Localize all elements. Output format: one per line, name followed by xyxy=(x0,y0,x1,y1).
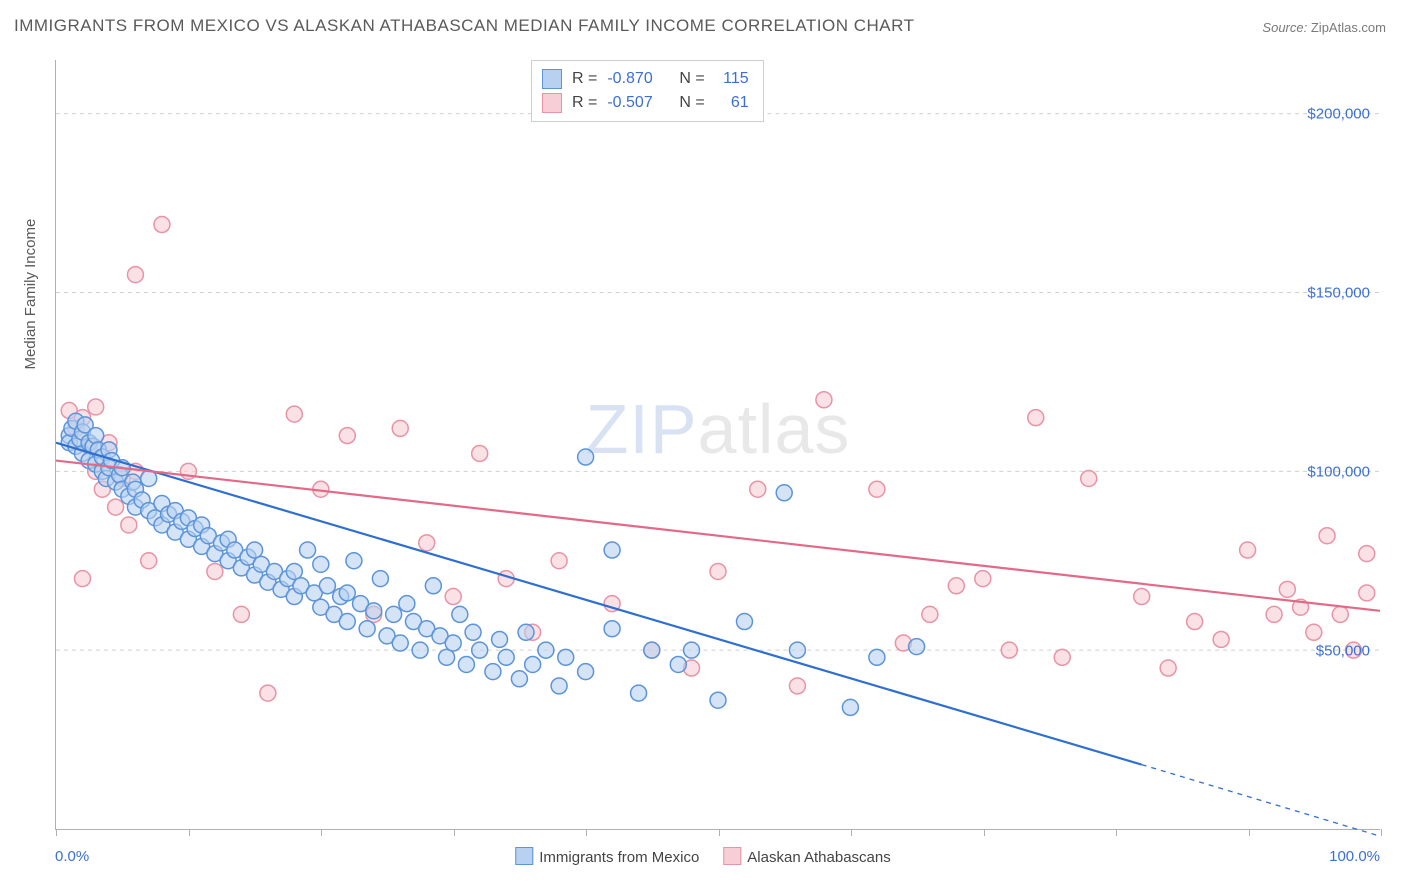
r-label: R = xyxy=(572,91,597,115)
x-tick xyxy=(321,829,322,836)
n-label: N = xyxy=(679,67,704,91)
y-tick-label: $150,000 xyxy=(1307,284,1370,301)
x-tick xyxy=(56,829,57,836)
legend-label-ath: Alaskan Athabascans xyxy=(747,849,890,866)
x-tick xyxy=(586,829,587,836)
r-value-mex: -0.870 xyxy=(607,67,663,91)
stat-legend: R = -0.870 N = 115 R = -0.507 N = 61 xyxy=(531,60,764,122)
legend-swatch-ath-bottom xyxy=(723,847,741,865)
x-tick xyxy=(1381,829,1382,836)
x-tick xyxy=(851,829,852,836)
x-tick xyxy=(719,829,720,836)
r-label: R = xyxy=(572,67,597,91)
legend-item-mex: Immigrants from Mexico xyxy=(515,847,699,866)
x-tick xyxy=(1249,829,1250,836)
stat-row-mex: R = -0.870 N = 115 xyxy=(542,67,749,91)
legend-label-mex: Immigrants from Mexico xyxy=(539,849,699,866)
legend-swatch-mex xyxy=(542,69,562,89)
n-value-mex: 115 xyxy=(715,67,749,91)
r-value-ath: -0.507 xyxy=(607,91,663,115)
y-tick-label: $50,000 xyxy=(1316,642,1370,659)
plot-area: ZIPatlas R = -0.870 N = 115 R = -0.507 N… xyxy=(55,60,1380,830)
n-label: N = xyxy=(679,91,704,115)
correlation-chart: IMMIGRANTS FROM MEXICO VS ALASKAN ATHABA… xyxy=(0,0,1406,892)
x-axis-min-label: 0.0% xyxy=(55,848,89,865)
stat-row-ath: R = -0.507 N = 61 xyxy=(542,91,749,115)
n-value-ath: 61 xyxy=(715,91,749,115)
legend-item-ath: Alaskan Athabascans xyxy=(723,847,890,866)
x-axis-max-label: 100.0% xyxy=(1329,848,1380,865)
source-value: ZipAtlas.com xyxy=(1311,20,1386,35)
source-attribution: Source: ZipAtlas.com xyxy=(1262,20,1386,35)
x-tick xyxy=(189,829,190,836)
x-tick xyxy=(984,829,985,836)
y-tick-label: $100,000 xyxy=(1307,463,1370,480)
x-tick xyxy=(1116,829,1117,836)
x-tick xyxy=(454,829,455,836)
legend-swatch-mex-bottom xyxy=(515,847,533,865)
plot-svg xyxy=(56,60,1380,829)
source-label: Source: xyxy=(1262,20,1307,35)
y-axis-title: Median Family Income xyxy=(22,219,39,370)
bottom-legend: Immigrants from Mexico Alaskan Athabasca… xyxy=(515,847,890,866)
y-tick-label: $200,000 xyxy=(1307,105,1370,122)
chart-title: IMMIGRANTS FROM MEXICO VS ALASKAN ATHABA… xyxy=(14,16,914,36)
legend-swatch-ath xyxy=(542,93,562,113)
